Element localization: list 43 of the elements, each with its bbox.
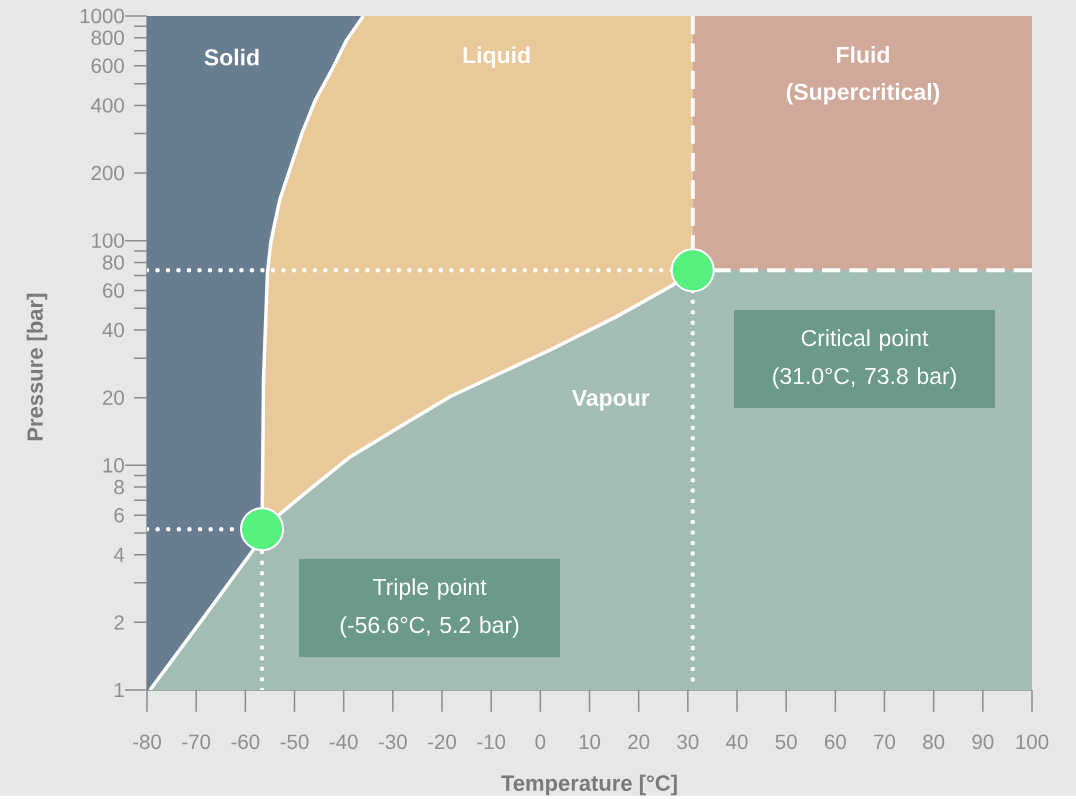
x-tick-label: 0: [535, 734, 546, 750]
y-tick-label: 2: [114, 615, 124, 630]
x-tick-label: 50: [775, 734, 797, 750]
y-tick-label: 100: [92, 233, 124, 249]
y-tick-label: 1: [114, 683, 124, 698]
y-tick-label: 6: [114, 508, 124, 523]
x-tick-label: -30: [378, 734, 407, 750]
x-tick-label: 80: [923, 734, 945, 750]
annotation: Vapour: [571, 390, 650, 411]
x-axis-title: Temperature [°C]: [501, 774, 677, 796]
y-tick-label: 20: [103, 390, 124, 406]
y-tick-label: 200: [91, 165, 124, 181]
y-tick-label: 600: [91, 58, 124, 74]
x-tick-label: 40: [726, 734, 748, 750]
x-tick-label: -80: [133, 734, 162, 750]
y-tick-label: 400: [91, 98, 124, 113]
annotation: Fluid (Supercritical): [786, 46, 940, 105]
y-tick-label: 1000: [80, 8, 124, 24]
y-tick-label: 60: [103, 283, 124, 298]
y-tick-label: 8: [114, 480, 124, 495]
y-tick-label: 40: [102, 322, 124, 338]
x-tick-label: -40: [329, 734, 358, 750]
y-tick-label: 10: [103, 458, 124, 473]
x-tick-label: -10: [477, 734, 506, 750]
x-tick-label: -70: [182, 734, 211, 750]
x-tick-label: 20: [628, 734, 650, 750]
x-tick-label: -20: [428, 734, 457, 750]
annotation: Liquid: [463, 46, 530, 69]
x-tick-label: -60: [231, 734, 260, 750]
x-tick-label: 100: [1016, 734, 1049, 750]
y-tick-label: 800: [91, 30, 124, 46]
y-axis-title: Pressure [bar]: [26, 294, 48, 441]
x-tick-label: 10: [579, 734, 601, 750]
x-tick-label: 90: [972, 734, 994, 750]
y-tick-label: 80: [102, 255, 124, 270]
x-tick-label: 60: [824, 734, 846, 750]
x-tick-label: -50: [280, 734, 309, 750]
annotation: Triple point (-56.6°C, 5.2 bar): [340, 578, 519, 638]
annotation: Solid: [204, 48, 259, 66]
x-tick-label: 70: [874, 734, 896, 750]
x-tick-label: 30: [677, 734, 699, 750]
y-tick-label: 4: [113, 547, 125, 562]
annotation: Critical point (31.0°C, 73.8 bar): [773, 329, 956, 389]
